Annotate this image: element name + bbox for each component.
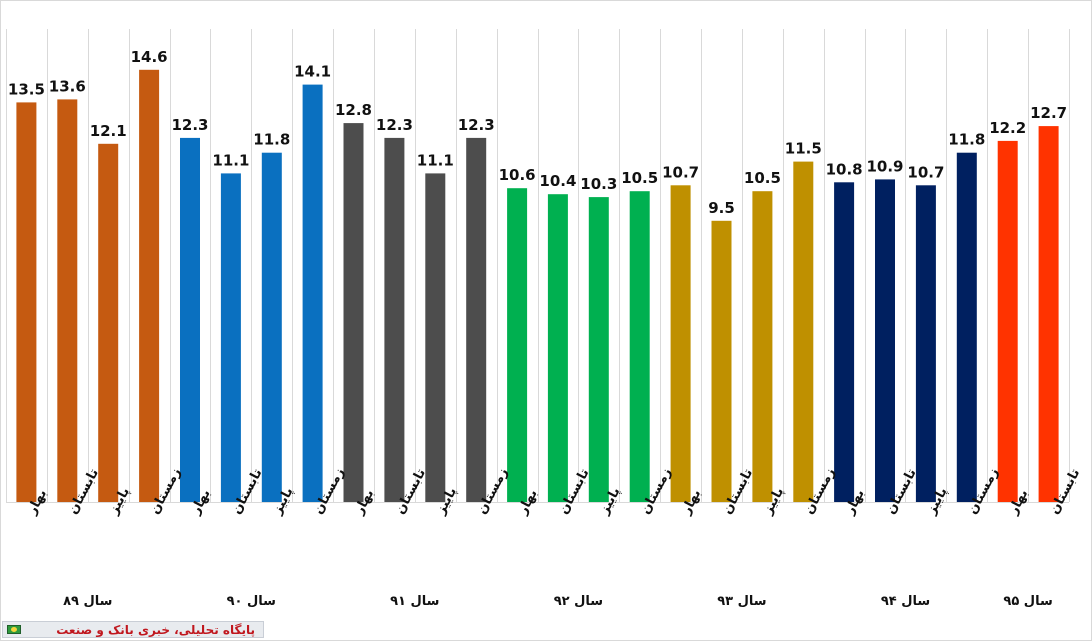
year-labels: سال ۸۹ سال ۹۰ سال ۹۱ سال ۹۲ سال ۹۳ سال ۹۴ سال … (63, 594, 1053, 609)
data-label: 10.7 (907, 163, 944, 181)
group-label: سال ۹۳ (717, 594, 766, 609)
bar (139, 69, 160, 503)
bar (302, 84, 323, 502)
bar (507, 188, 528, 502)
data-label: 11.1 (417, 151, 454, 169)
bar (261, 152, 282, 502)
bar (57, 99, 78, 503)
bar-chart: 13.5 13.612.114.612.311.111.814.112.812.3… (6, 29, 1083, 609)
bar (180, 137, 200, 502)
data-label: 11.8 (253, 131, 290, 149)
bar (1038, 126, 1059, 502)
value-labels: 13.5 13.612.114.612.311.111.814.112.812.3… (8, 48, 1067, 217)
gridlines (6, 29, 1070, 503)
data-label: 10.8 (826, 160, 863, 178)
source-text: پایگاه تحلیلی، خبری بانک و صنعت (56, 623, 255, 637)
bar (629, 191, 650, 502)
data-label: 14.6 (131, 48, 168, 66)
data-label: 14.1 (294, 63, 331, 81)
bar (956, 152, 977, 502)
data-label: 12.1 (90, 122, 127, 140)
bar (220, 173, 241, 502)
data-label: 10.7 (662, 163, 699, 181)
data-label: 11.1 (212, 151, 249, 169)
flag-icon (7, 625, 21, 634)
bar (98, 143, 119, 503)
bar (834, 182, 855, 503)
bar (425, 173, 446, 502)
data-label: 12.8 (335, 101, 372, 119)
bar (793, 161, 814, 502)
group-label: سال ۹۴ (881, 594, 930, 609)
bar (752, 191, 773, 502)
data-label: 10.6 (499, 166, 536, 184)
bar (915, 185, 936, 503)
bar (670, 185, 691, 503)
data-label: 12.3 (171, 116, 208, 134)
data-label: 12.2 (989, 119, 1026, 137)
data-label: 11.8 (948, 131, 985, 149)
data-label: 12.3 (376, 116, 413, 134)
bar (588, 197, 609, 502)
group-label: سال ۹۰ (227, 594, 276, 609)
bar (16, 102, 37, 503)
data-label: 10.4 (539, 172, 576, 190)
data-label: 13.5 (8, 80, 45, 98)
group-label: سال ۹۲ (554, 594, 603, 609)
bar (875, 179, 895, 502)
data-label: 10.9 (866, 157, 903, 175)
data-label: 10.5 (744, 169, 781, 187)
bar (343, 123, 364, 502)
data-label: 12.7 (1030, 104, 1067, 122)
group-label: سال ۹۱ (390, 594, 439, 609)
data-label: 9.5 (708, 199, 735, 217)
bar (997, 140, 1018, 502)
bar (711, 220, 732, 503)
data-label: 13.6 (49, 77, 86, 95)
bar (384, 137, 405, 502)
group-label: سال ۹۵ (1003, 594, 1052, 609)
group-label: سال ۸۹ (63, 594, 112, 609)
data-label: 11.5 (785, 140, 822, 158)
data-label: 12.3 (458, 116, 495, 134)
bar (466, 137, 487, 502)
bar (547, 194, 568, 502)
data-label: 10.5 (621, 169, 658, 187)
bars (16, 69, 1059, 503)
source-footer: پایگاه تحلیلی، خبری بانک و صنعت (2, 621, 264, 638)
data-label: 10.3 (580, 175, 617, 193)
